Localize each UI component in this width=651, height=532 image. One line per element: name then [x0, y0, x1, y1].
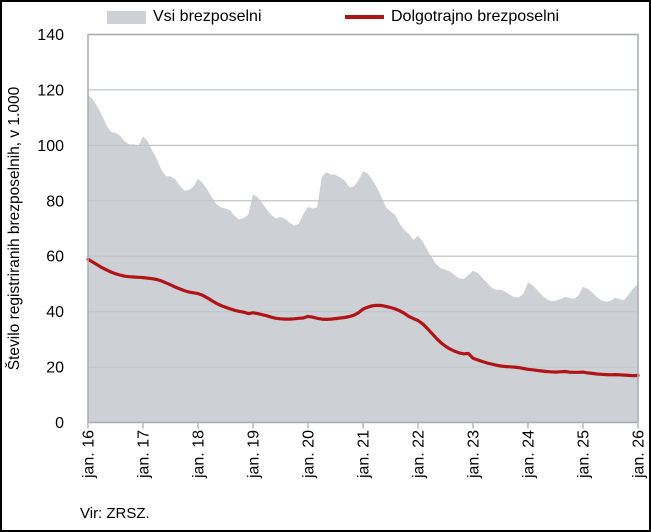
line-series-longterm-unemployed	[86, 257, 640, 378]
legend-item-all-unemployed: Vsi brezposelni	[107, 7, 262, 27]
x-tick-label-17: jan. 17	[136, 430, 153, 479]
y-tick-label-40: 40	[46, 304, 64, 321]
plot-border	[87, 33, 639, 424]
x-tick-label-23: jan. 23	[466, 430, 483, 479]
y-tick-label-100: 100	[37, 138, 64, 155]
legend-line-swatch-icon	[345, 15, 384, 19]
x-tick-label-21: jan. 21	[356, 430, 373, 479]
x-tick-label-20: jan. 20	[301, 430, 318, 479]
legend-label-all-unemployed: Vsi brezposelni	[153, 8, 262, 25]
x-tick-label-22: jan. 22	[411, 430, 428, 479]
y-tick-label-80: 80	[46, 193, 64, 210]
y-tick-label-0: 0	[55, 415, 64, 432]
y-axis-title: Število registriranih brezposelnih, v 1.…	[6, 86, 23, 370]
legend-area-swatch-icon	[107, 10, 146, 24]
legend-item-longterm-unemployed: Dolgotrajno brezposelni	[345, 7, 559, 27]
x-tick-label-25: jan. 25	[576, 430, 593, 479]
x-tick-label-24: jan. 24	[521, 430, 538, 479]
y-tick-label-20: 20	[46, 360, 64, 377]
y-tick-label-60: 60	[46, 249, 64, 266]
x-tick-label-19: jan. 19	[246, 430, 263, 479]
area-series-all-unemployed	[88, 94, 638, 423]
y-tick-label-140: 140	[37, 27, 64, 44]
x-tick-label-18: jan. 18	[191, 430, 208, 479]
y-tick-label-120: 120	[37, 82, 64, 99]
x-tick-label-16: jan. 16	[81, 430, 98, 479]
x-tick-label-26: jan. 26	[631, 430, 648, 479]
legend-label-longterm-unemployed: Dolgotrajno brezposelni	[391, 8, 560, 25]
source-note: Vir: ZRSZ.	[80, 505, 150, 522]
